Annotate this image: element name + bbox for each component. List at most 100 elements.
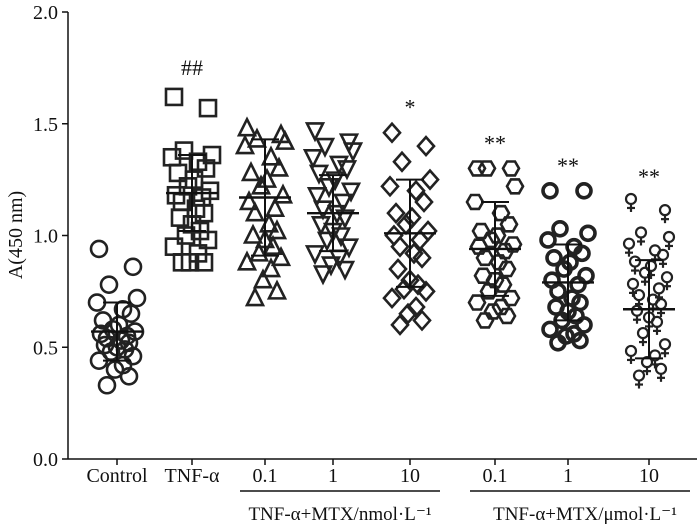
data-point	[312, 265, 334, 286]
data-point	[334, 260, 356, 281]
female-symbol-circle	[634, 226, 648, 239]
data-point	[194, 203, 214, 223]
female-symbol-circle	[654, 297, 668, 311]
data-point	[485, 271, 505, 289]
data-point	[467, 294, 487, 311]
data-point	[274, 129, 296, 150]
data-point	[388, 258, 408, 280]
female-symbol-circle	[658, 338, 672, 351]
data-point	[549, 282, 567, 301]
data-point	[469, 238, 489, 255]
data-point	[499, 216, 519, 233]
data-point	[497, 260, 517, 278]
data-point	[652, 282, 666, 302]
data-point	[334, 209, 356, 230]
series-2	[234, 116, 296, 307]
data-point	[497, 307, 517, 325]
female-symbol-circle	[636, 326, 650, 340]
female-symbol-circle	[656, 248, 670, 261]
data-point	[382, 121, 402, 144]
data-point	[238, 190, 260, 211]
data-point	[475, 249, 495, 267]
data-point	[172, 253, 192, 272]
data-point	[308, 164, 330, 185]
data-point	[336, 160, 358, 181]
data-point	[380, 175, 400, 198]
data-point	[262, 234, 284, 255]
data-point	[390, 235, 410, 258]
data-point	[539, 231, 557, 249]
data-point	[487, 227, 507, 244]
data-point	[164, 87, 184, 107]
significance-label: **	[557, 153, 579, 178]
data-point	[575, 316, 593, 334]
data-point	[330, 227, 352, 248]
data-point	[340, 182, 362, 203]
data-point	[416, 280, 436, 303]
data-point	[465, 193, 485, 211]
data-point	[198, 230, 218, 250]
data-point	[194, 253, 214, 272]
data-point	[573, 244, 591, 263]
significance-label: **	[638, 164, 660, 189]
series-4: *	[380, 95, 440, 336]
data-point	[632, 288, 646, 309]
x-tick-label: 1	[563, 465, 573, 487]
female-symbol-circle	[622, 237, 636, 250]
data-point	[579, 224, 597, 243]
data-point	[244, 201, 266, 222]
data-point	[491, 298, 511, 316]
data-point	[632, 369, 646, 389]
data-point	[650, 315, 664, 335]
data-point	[551, 219, 569, 238]
data-point	[658, 204, 672, 224]
data-point	[505, 178, 525, 195]
data-point	[545, 249, 563, 267]
data-point	[382, 287, 402, 310]
x-tick-label: TNF-α	[165, 465, 220, 487]
significance-label: *	[405, 95, 416, 120]
data-point	[467, 160, 487, 177]
y-tick-label: 0.0	[33, 449, 58, 471]
x-tick-label: 10	[639, 465, 659, 487]
data-point	[577, 266, 595, 285]
data-point	[87, 293, 107, 312]
data-point	[412, 246, 432, 269]
data-point	[416, 135, 436, 158]
data-point	[234, 134, 256, 155]
data-point	[244, 286, 266, 307]
female-symbol-circle	[658, 204, 672, 217]
series-1: ##	[162, 55, 222, 272]
data-point	[549, 333, 567, 352]
data-point	[332, 193, 354, 214]
data-point	[338, 238, 360, 259]
data-point	[119, 367, 139, 386]
data-point	[410, 229, 430, 251]
data-point	[328, 155, 350, 176]
female-symbol-circle	[654, 362, 668, 375]
data-point	[624, 192, 638, 212]
data-point	[640, 356, 654, 376]
data-point	[384, 224, 404, 247]
data-point	[634, 226, 648, 246]
data-point	[475, 312, 495, 329]
data-point	[264, 196, 286, 217]
data-point	[491, 204, 511, 222]
significance-label: **	[484, 130, 506, 155]
data-point	[312, 200, 334, 221]
data-marks: ##***** **	[87, 55, 676, 395]
data-point	[240, 161, 262, 182]
series-7: **	[622, 164, 676, 389]
data-point	[176, 226, 196, 245]
data-point	[260, 257, 282, 278]
female-symbol-circle	[650, 315, 664, 328]
series-6: **	[539, 153, 597, 352]
data-point	[270, 245, 292, 267]
data-point	[541, 182, 559, 200]
data-point	[414, 191, 434, 213]
series-3	[302, 122, 364, 286]
data-point	[242, 223, 264, 244]
data-point	[406, 296, 426, 318]
data-point	[654, 297, 668, 318]
